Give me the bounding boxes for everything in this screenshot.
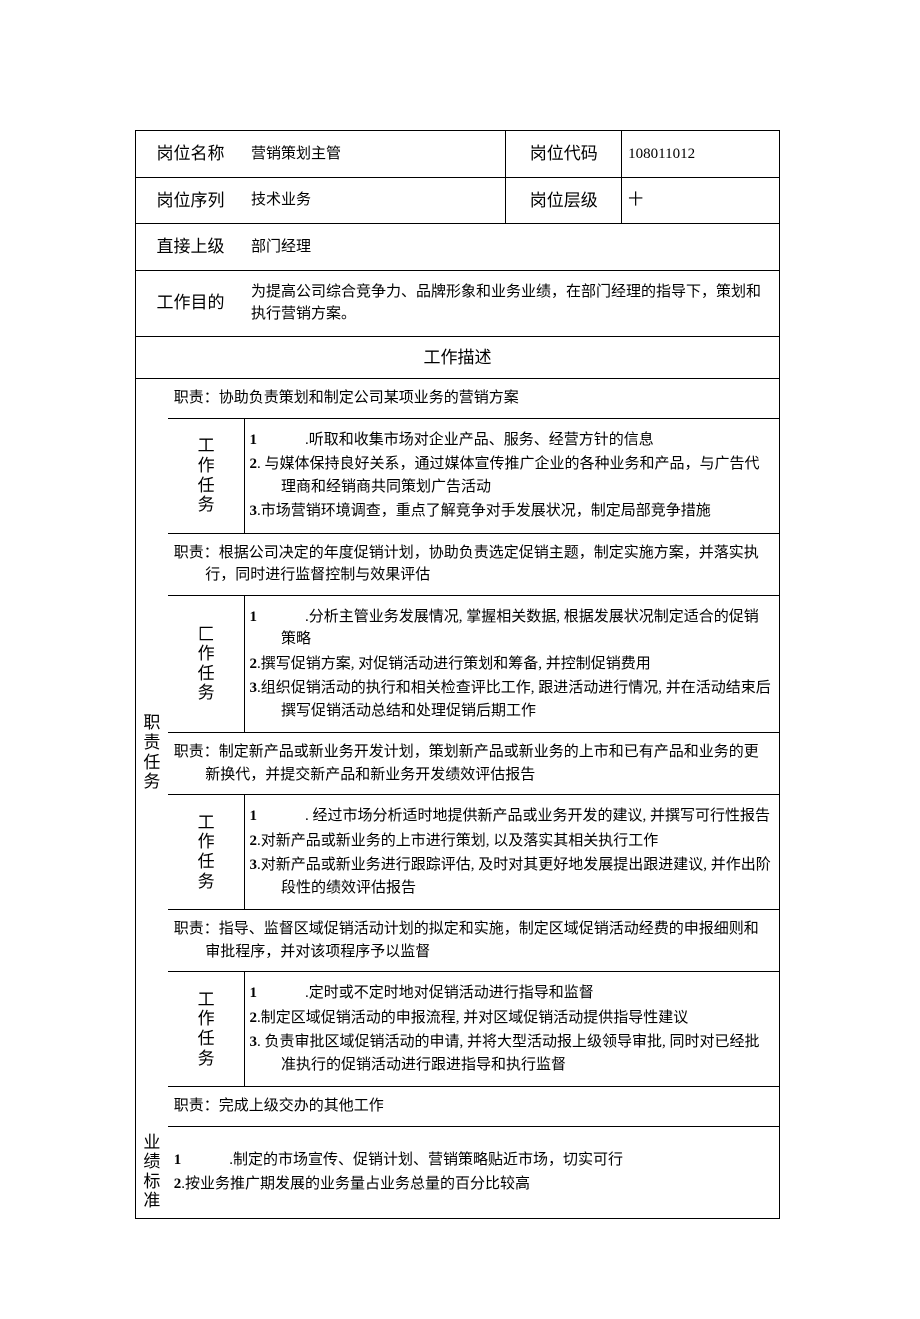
duty-3: 职责：制定新产品或新业务开发计划，策划新产品或新业务的上市和已有产品和业务的更新…	[168, 733, 780, 795]
label-position-code: 岗位代码	[506, 131, 622, 178]
label-position-name: 岗位名称	[136, 131, 245, 178]
duty-4: 职责：指导、监督区域促销活动计划的拟定和实施，制定区域促销活动经费的申报细则和审…	[168, 910, 780, 972]
job-description-table: 岗位名称 营销策划主管 岗位代码 108011012 岗位序列 技术业务 岗位层…	[135, 130, 780, 1219]
header-row-2: 岗位序列 技术业务 岗位层级 十	[136, 177, 780, 224]
task-label-1: 工作任务	[168, 418, 245, 533]
header-row-1: 岗位名称 营销策划主管 岗位代码 108011012	[136, 131, 780, 178]
value-position-code: 108011012	[622, 131, 780, 178]
perf-label: 业绩标准	[136, 1126, 168, 1218]
left-duty-label: 职责任务	[136, 379, 168, 1127]
label-direct-supervisor: 直接上级	[136, 224, 245, 271]
tasks-3: 1. 经过市场分析适时地提供新产品或业务开发的建议, 并撰写可行性报告 2.对新…	[245, 795, 780, 910]
section-title: 工作描述	[136, 336, 780, 379]
duty-1: 职责：协助负责策划和制定公司某项业务的营销方案	[168, 379, 780, 419]
duty-2: 职责：根据公司决定的年度促销计划，协助负责选定促销主题，制定实施方案，并落实执行…	[168, 533, 780, 595]
perf-body: 1.制定的市场宣传、促销计划、营销策略贴近市场，切实可行 2.按业务推广期发展的…	[168, 1126, 780, 1218]
label-position-level: 岗位层级	[506, 177, 622, 224]
value-direct-supervisor: 部门经理	[245, 224, 780, 271]
tasks-1: 1.听取和收集市场对企业产品、服务、经营方针的信息 2. 与媒体保持良好关系，通…	[245, 418, 780, 533]
task-label-3: 工作任务	[168, 795, 245, 910]
tasks-2: 1.分析主管业务发展情况, 掌握相关数据, 根据发展状况制定适合的促销策略 2.…	[245, 595, 780, 733]
header-row-4: 工作目的 为提高公司综合竞争力、品牌形象和业务业绩，在部门经理的指导下，策划和执…	[136, 270, 780, 336]
value-position-series: 技术业务	[245, 177, 506, 224]
header-row-3: 直接上级 部门经理	[136, 224, 780, 271]
value-work-purpose: 为提高公司综合竞争力、品牌形象和业务业绩，在部门经理的指导下，策划和执行营销方案…	[245, 270, 780, 336]
value-position-name: 营销策划主管	[245, 131, 506, 178]
label-work-purpose: 工作目的	[136, 270, 245, 336]
duty-5: 职责：完成上级交办的其他工作	[168, 1087, 780, 1127]
value-position-level: 十	[622, 177, 780, 224]
label-position-series: 岗位序列	[136, 177, 245, 224]
task-label-4: 工作任务	[168, 972, 245, 1087]
tasks-4: 1.定时或不定时地对促销活动进行指导和监督 2.制定区域促销活动的申报流程, 并…	[245, 972, 780, 1087]
task-label-2: 匚作任务	[168, 595, 245, 733]
